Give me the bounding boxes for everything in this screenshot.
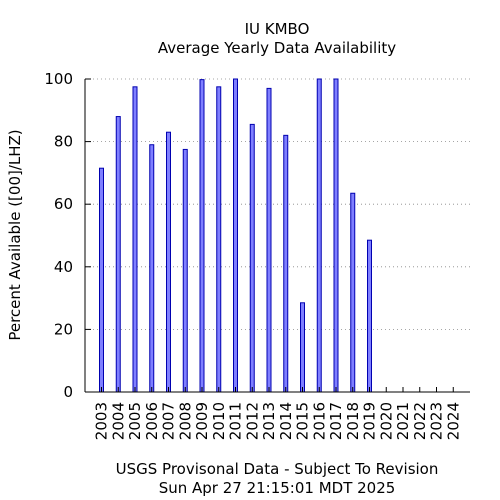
y-tick-label: 80 [54, 133, 73, 151]
x-tick-label: 2011 [227, 402, 245, 440]
bar-2018 [350, 192, 356, 393]
x-tick-label: 2003 [93, 402, 111, 440]
x-tick-label: 2018 [344, 402, 362, 440]
x-tick-label: 2022 [411, 402, 429, 440]
x-tick-label: 2008 [176, 402, 194, 440]
x-tick-label: 2007 [160, 402, 178, 440]
bar-2016 [316, 78, 322, 393]
gridlines [85, 78, 470, 330]
x-tick-label: 2004 [109, 402, 127, 440]
x-tick-label: 2019 [361, 402, 379, 440]
bar-2008 [182, 148, 188, 393]
x-tick-label: 2020 [377, 402, 395, 440]
y-tick-label: 0 [63, 383, 73, 401]
bar-2009 [199, 79, 205, 393]
x-tick-label: 2015 [294, 402, 312, 440]
footer-disclaimer: USGS Provisonal Data - Subject To Revisi… [116, 460, 439, 478]
bar-2004 [115, 116, 121, 393]
bar-2014 [283, 134, 289, 393]
chart-subtitle: Average Yearly Data Availability [158, 39, 396, 57]
x-tick-label: 2010 [210, 402, 228, 440]
bar-2012 [249, 123, 255, 393]
bar-2005 [132, 86, 138, 393]
bar-2013 [266, 87, 272, 393]
x-tick-label: 2012 [243, 402, 261, 440]
axes [84, 78, 470, 393]
x-tick-label: 2023 [428, 402, 446, 440]
y-axis-label: Percent Available ([00]/LHZ) [6, 129, 24, 340]
x-tick-label: 2005 [126, 402, 144, 440]
y-tick-label: 60 [54, 195, 73, 213]
footer-timestamp: Sun Apr 27 21:15:01 MDT 2025 [159, 479, 396, 497]
y-tick-labels: 0 20 40 60 80 100 [44, 70, 73, 401]
bar-2011 [233, 78, 238, 393]
bar-2006 [149, 144, 155, 393]
x-tick-label: 2024 [444, 402, 462, 440]
chart-title: IU KMBO [245, 20, 310, 38]
bar-2010 [216, 86, 222, 393]
x-tick-labels: 2003200420052006200720082009201020112012… [93, 402, 463, 440]
x-tick-label: 2006 [143, 402, 161, 440]
bar-2003 [99, 167, 104, 393]
y-tick-label: 100 [44, 70, 73, 88]
x-tick-label: 2013 [260, 402, 278, 440]
bar-2019 [367, 239, 372, 393]
x-tick-label: 2016 [310, 402, 328, 440]
x-tick-label: 2021 [394, 402, 412, 440]
y-tick-label: 20 [54, 320, 73, 338]
bar-2017 [333, 78, 339, 393]
bar-2007 [166, 131, 171, 393]
x-tick-label: 2017 [327, 402, 345, 440]
bar-2015 [300, 302, 305, 393]
y-tick-label: 40 [54, 258, 73, 276]
x-tick-label: 2014 [277, 402, 295, 440]
x-tick-label: 2009 [193, 402, 211, 440]
